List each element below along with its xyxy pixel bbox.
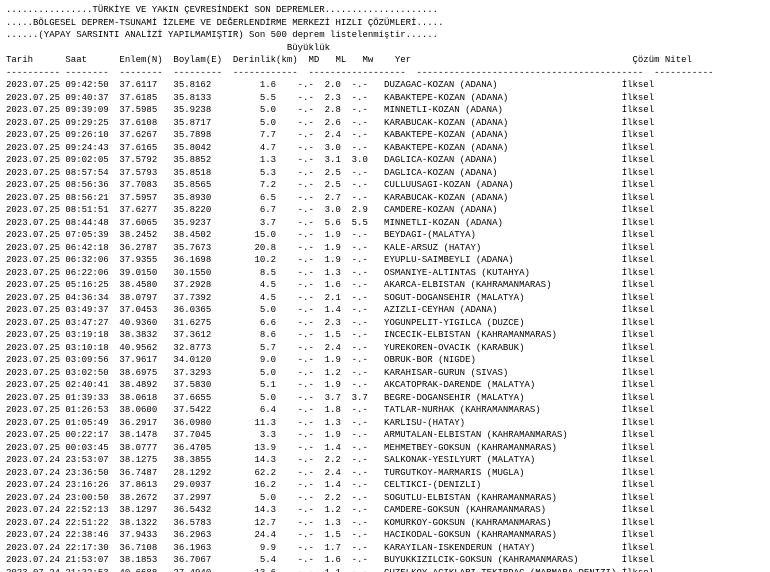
table-row: 2023.07.25 09:02:05 37.5792 35.8852 1.3 …	[6, 154, 764, 167]
table-row: 2023.07.25 00:03:45 38.0777 36.4705 13.9…	[6, 442, 764, 455]
table-row: 2023.07.25 03:10:18 40.9562 32.8773 5.7 …	[6, 342, 764, 355]
data-rows-container: 2023.07.25 09:42:50 37.6117 35.8162 1.6 …	[6, 79, 764, 572]
table-row: 2023.07.25 09:42:50 37.6117 35.8162 1.6 …	[6, 79, 764, 92]
table-row: 2023.07.25 02:40:41 38.4892 37.5830 5.1 …	[6, 379, 764, 392]
table-row: 2023.07.25 03:49:37 37.0453 36.0365 5.0 …	[6, 304, 764, 317]
table-row: 2023.07.24 22:17:30 36.7108 36.1963 9.9 …	[6, 542, 764, 555]
table-row: 2023.07.25 06:22:06 39.0150 30.1550 8.5 …	[6, 267, 764, 280]
table-row: 2023.07.24 23:16:26 37.8613 29.0937 16.2…	[6, 479, 764, 492]
table-row: 2023.07.25 01:05:49 36.2917 36.0980 11.3…	[6, 417, 764, 430]
table-row: 2023.07.25 03:02:50 38.6975 37.3293 5.0 …	[6, 367, 764, 380]
table-row: 2023.07.24 22:51:22 38.1322 36.5783 12.7…	[6, 517, 764, 530]
column-header: Tarih Saat Enlem(N) Boylam(E) Derinlik(k…	[6, 54, 764, 67]
table-row: 2023.07.25 05:16:25 38.4580 37.2928 4.5 …	[6, 279, 764, 292]
table-row: 2023.07.25 08:51:51 37.6277 35.8220 6.7 …	[6, 204, 764, 217]
table-row: 2023.07.25 06:42:18 36.2787 35.7673 20.8…	[6, 242, 764, 255]
header-line-1: ................TÜRKİYE VE YAKIN ÇEVRESİ…	[6, 4, 764, 17]
table-row: 2023.07.25 01:26:53 38.0600 37.5422 6.4 …	[6, 404, 764, 417]
table-row: 2023.07.24 23:53:07 38.1275 38.3855 14.3…	[6, 454, 764, 467]
header-line-3: ......(YAPAY SARSINTI ANALİZİ YAPILMAMIŞ…	[6, 29, 764, 42]
table-row: 2023.07.24 22:38:46 37.9433 36.2963 24.4…	[6, 529, 764, 542]
table-row: 2023.07.25 00:22:17 38.1478 37.7045 3.3 …	[6, 429, 764, 442]
table-row: 2023.07.24 21:32:53 40.6688 27.4940 13.6…	[6, 567, 764, 572]
table-row: 2023.07.25 07:05:39 38.2452 38.4502 15.0…	[6, 229, 764, 242]
table-row: 2023.07.24 22:52:13 38.1297 36.5432 14.3…	[6, 504, 764, 517]
table-row: 2023.07.25 06:32:06 37.9355 36.1698 10.2…	[6, 254, 764, 267]
table-row: 2023.07.25 09:24:43 37.6165 35.8042 4.7 …	[6, 142, 764, 155]
table-row: 2023.07.24 23:36:50 36.7487 28.1292 62.2…	[6, 467, 764, 480]
table-row: 2023.07.25 04:36:34 38.0797 37.7392 4.5 …	[6, 292, 764, 305]
table-row: 2023.07.25 09:39:09 37.5985 35.9238 5.0 …	[6, 104, 764, 117]
table-row: 2023.07.24 23:00:50 38.2672 37.2997 5.0 …	[6, 492, 764, 505]
table-row: 2023.07.25 08:56:36 37.7083 35.8565 7.2 …	[6, 179, 764, 192]
table-row: 2023.07.25 08:56:21 37.5957 35.8930 6.5 …	[6, 192, 764, 205]
table-row: 2023.07.24 21:53:07 38.1853 36.7067 5.4 …	[6, 554, 764, 567]
table-row: 2023.07.25 09:40:37 37.6185 35.8133 5.5 …	[6, 92, 764, 105]
table-row: 2023.07.25 03:19:18 38.3832 37.3612 8.6 …	[6, 329, 764, 342]
column-separator: ---------- -------- -------- --------- -…	[6, 67, 764, 80]
table-row: 2023.07.25 03:09:56 37.9617 34.0120 9.0 …	[6, 354, 764, 367]
table-row: 2023.07.25 01:39:33 38.0618 37.6655 5.0 …	[6, 392, 764, 405]
table-row: 2023.07.25 08:57:54 37.5793 35.8518 5.3 …	[6, 167, 764, 180]
column-super-header: Büyüklük	[6, 42, 764, 55]
table-row: 2023.07.25 08:44:48 37.6065 35.9237 3.7 …	[6, 217, 764, 230]
table-row: 2023.07.25 03:47:27 40.9360 31.6275 6.6 …	[6, 317, 764, 330]
table-row: 2023.07.25 09:29:25 37.6108 35.8717 5.0 …	[6, 117, 764, 130]
header-line-2: .....BÖLGESEL DEPREM-TSUNAMİ İZLEME VE D…	[6, 17, 764, 30]
table-row: 2023.07.25 09:26:10 37.6267 35.7898 7.7 …	[6, 129, 764, 142]
